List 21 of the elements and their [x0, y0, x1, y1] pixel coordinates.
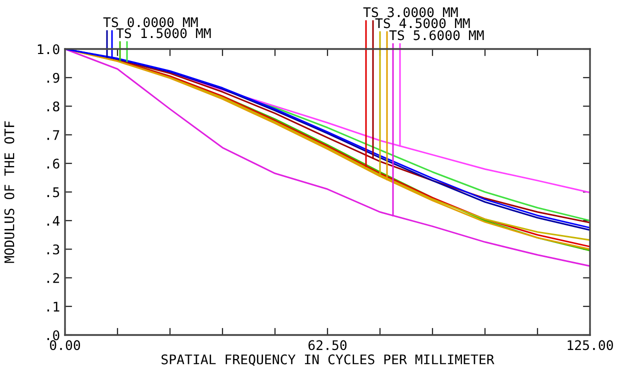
y-tick-label: .1	[47, 302, 60, 312]
y-tick-label: .4	[47, 216, 60, 226]
x-tick-label: 0.00	[50, 340, 80, 350]
text: TS 3.0000 MM	[363, 7, 458, 18]
text: TS 4.5000 MM	[375, 18, 470, 28]
y-tick-label: 1.0	[38, 44, 60, 54]
text: TS 0.0000 MM	[103, 17, 198, 28]
x-tick-label: 62.50	[308, 340, 347, 350]
series-label: TS 1.5000 MM	[116, 28, 211, 38]
y-tick-label: .8	[47, 101, 60, 112]
y-tick-label: .5	[47, 187, 60, 198]
y-tick-label: .9	[47, 72, 60, 83]
y-axis-title: MODULUS OF THE OTF	[4, 121, 14, 263]
y-tick-label: .3	[47, 244, 60, 254]
y-tick-label: .2	[47, 273, 60, 283]
y-tick-label: .0	[47, 330, 60, 340]
y-tick-label: .6	[47, 158, 60, 169]
y-tick-label: .7	[47, 130, 60, 140]
x-tick-label: 125.00	[568, 340, 613, 350]
x-axis-title: SPATIAL FREQUENCY IN CYCLES PER MILLIMETER	[162, 354, 494, 366]
text: TS 5.6000 MM	[389, 30, 484, 40]
